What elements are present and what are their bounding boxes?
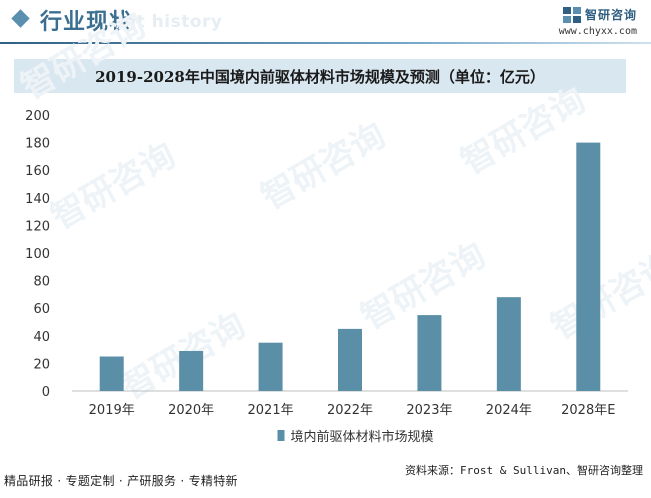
bar	[576, 142, 601, 391]
section-title-ghost: ent history	[112, 12, 223, 32]
watermark-text: 智研咨询	[455, 80, 593, 183]
y-tick-label: 200	[25, 109, 50, 124]
x-tick-label: 2022年	[327, 403, 373, 418]
bar	[417, 315, 442, 391]
bar	[179, 350, 204, 391]
bar	[258, 342, 283, 391]
footer-tagline: 精品研报 · 专题定制 · 产研服务 · 专精特新	[4, 474, 238, 488]
brand-logo-icon	[562, 6, 581, 23]
x-tick-label: 2023年	[406, 403, 452, 418]
x-tick-label: 2019年	[89, 403, 135, 418]
watermark-text: 智研咨询	[45, 135, 183, 238]
source-note: 资料来源：Frost & Sullivan、智研咨询整理	[405, 464, 643, 477]
brand-name: 智研咨询	[584, 8, 637, 22]
y-tick-label: 60	[33, 302, 50, 317]
axis-layer: 0 20 40 60 80 100 120 140 160 180 200	[25, 109, 628, 400]
watermark-text: 智研咨询	[15, 5, 153, 108]
y-tick-label: 80	[33, 275, 50, 290]
brand-block[interactable]: 智研咨询 www.chyxx.com	[559, 6, 637, 37]
legend-label: 境内前驱体材料市场规模	[291, 429, 434, 445]
chart-title: 2019-2028年中国境内前驱体材料市场规模及预测（单位：亿元）	[95, 67, 545, 86]
bar	[99, 356, 124, 391]
x-tick-label: 2020年	[168, 403, 214, 418]
bar	[338, 328, 362, 391]
header-divider	[0, 42, 651, 44]
y-tick-label: 120	[25, 219, 50, 234]
label-layer: 2019年 2020年 2021年 2022年 2023年 2024年 2028年E	[89, 403, 616, 418]
brand-url: www.chyxx.com	[558, 26, 637, 37]
page-header: ent history 行业现状 智研咨询 www.chyxx.com	[0, 0, 651, 44]
y-tick-label: 40	[33, 330, 50, 345]
bar-layer	[99, 142, 601, 391]
legend-layer: 境内前驱体材料市场规模	[277, 429, 434, 445]
y-tick-label: 180	[25, 137, 50, 152]
y-tick-label: 160	[25, 164, 50, 179]
watermark-layer: 智研咨询智研咨询智研咨询智研咨询智研咨询智研咨询智研咨询	[15, 5, 651, 408]
y-tick-label: 100	[25, 247, 50, 262]
watermark-text: 智研咨询	[255, 115, 393, 218]
x-tick-label: 2021年	[248, 403, 294, 418]
section-title: 行业现状	[40, 10, 133, 35]
y-tick-label: 20	[33, 357, 50, 372]
legend-swatch	[277, 430, 285, 441]
bar	[496, 297, 521, 391]
x-tick-label: 2028年E	[561, 403, 615, 418]
y-tick-label: 140	[25, 192, 50, 207]
chart-title-bar: 2019-2028年中国境内前驱体材料市场规模及预测（单位：亿元）	[14, 59, 626, 93]
x-tick-label: 2024年	[486, 403, 532, 418]
y-tick-label: 0	[42, 385, 50, 400]
